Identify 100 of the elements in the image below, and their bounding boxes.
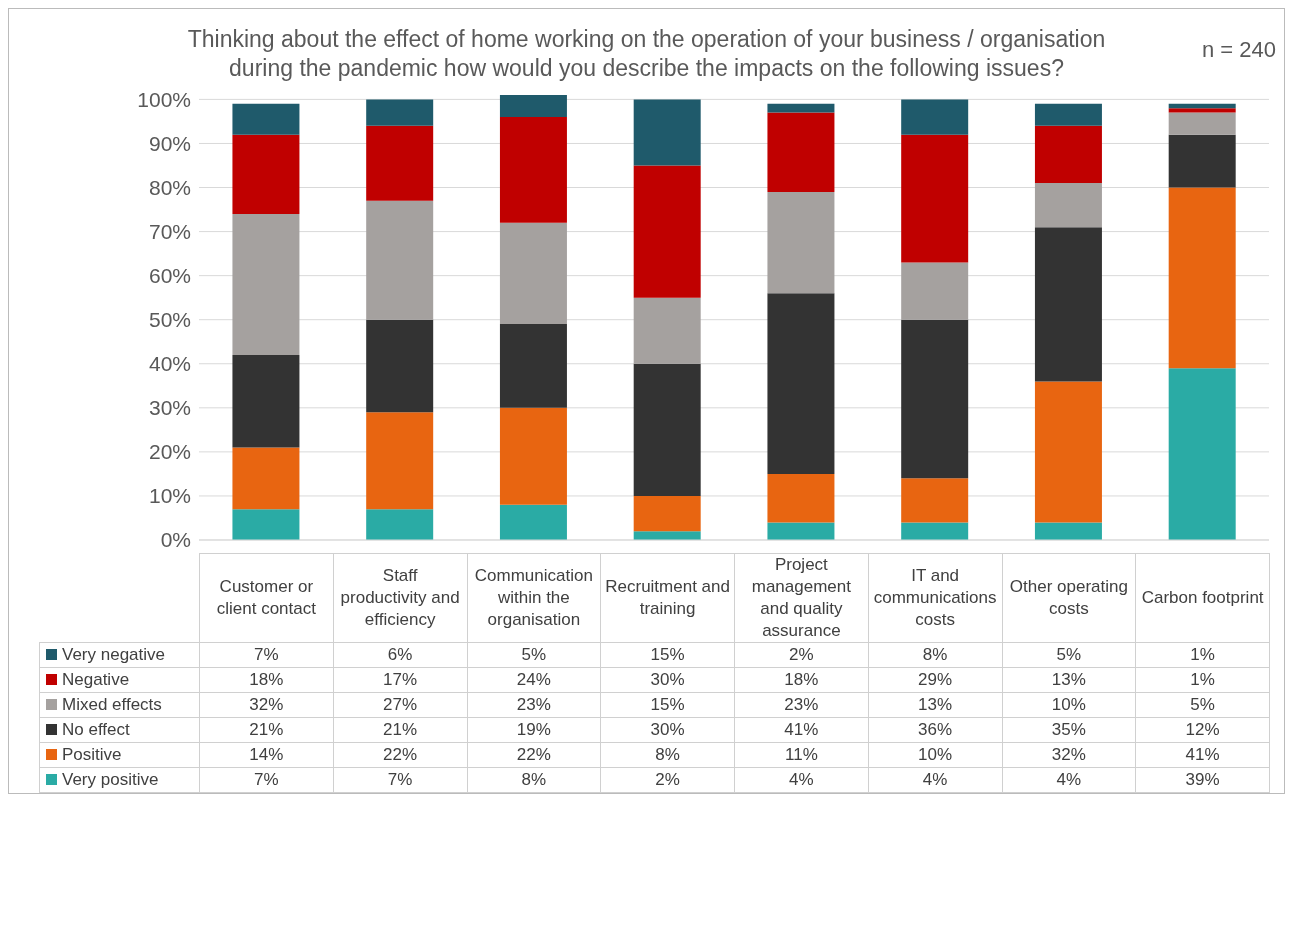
y-tick-label: 80% [148,175,191,199]
data-label: 11% [734,742,869,768]
bar [901,522,969,540]
y-tick-label: 70% [148,220,191,244]
data-label: 5% [1002,642,1136,668]
data-label: 21% [199,717,334,743]
y-tick-label: 0% [160,528,191,552]
data-label: 15% [600,692,735,718]
bar [232,447,300,510]
x-tick-label: Communication within the organisation [467,553,601,643]
data-label: 6% [333,642,467,668]
data-label: 4% [868,767,1002,793]
bar [1168,103,1236,109]
bar [1034,227,1102,382]
x-tick-label: Carbon footprint [1135,553,1270,643]
bar [366,412,434,510]
bar [1034,183,1102,228]
bar [901,319,969,479]
text: n = 240 [1201,37,1276,63]
legend-label: Very negative [39,642,200,668]
bar [499,324,567,408]
data-label: 23% [467,692,601,718]
y-tick-label: 20% [148,440,191,464]
data-label: 10% [868,742,1002,768]
data-label: 4% [734,767,869,793]
data-label: 21% [333,717,467,743]
x-tick-label: IT and communications costs [868,553,1002,643]
y-tick-label: 30% [148,396,191,420]
bar [767,191,835,294]
bar [232,354,300,448]
bar [499,95,567,118]
data-label: 36% [868,717,1002,743]
bar [366,319,434,413]
data-label: 24% [467,667,601,693]
bar [1168,134,1236,188]
bar [499,117,567,223]
data-label: 14% [199,742,334,768]
bar [232,509,300,540]
data-label: 19% [467,717,601,743]
bar [366,509,434,540]
data-label: 7% [199,767,334,793]
data-label: 1% [1135,667,1270,693]
bar [767,103,835,113]
bar [1168,368,1236,540]
bar [232,103,300,135]
bar [633,165,701,298]
data-label: 7% [333,767,467,793]
bar [901,262,969,320]
data-label: 18% [734,667,869,693]
x-tick-label: Staff productivity and efficiency [333,553,467,643]
x-tick-label: Customer or client contact [199,553,334,643]
data-label: 29% [868,667,1002,693]
data-label: 23% [734,692,869,718]
data-label: 22% [467,742,601,768]
legend-label: Negative [39,667,200,693]
y-tick-label: 50% [148,308,191,332]
bar [1168,108,1236,113]
data-label: 15% [600,642,735,668]
data-label: 22% [333,742,467,768]
bar [499,504,567,540]
x-tick-label: Project management and quality assurance [734,553,869,643]
legend-label: Very positive [39,767,200,793]
y-tick-label: 90% [148,131,191,155]
data-label: 4% [1002,767,1136,793]
bar [633,363,701,496]
data-label: 30% [600,667,735,693]
bar [767,293,835,474]
bar [767,522,835,540]
data-label: 8% [467,767,601,793]
y-tick-label: 60% [148,264,191,288]
data-label: 10% [1002,692,1136,718]
bar [901,134,969,263]
data-label: 13% [868,692,1002,718]
bar [232,213,300,355]
x-tick-label: Recruitment and training [600,553,735,643]
data-label: 32% [199,692,334,718]
data-label: 5% [1135,692,1270,718]
data-label: 17% [333,667,467,693]
bar [633,297,701,364]
data-label: 35% [1002,717,1136,743]
data-label: 18% [199,667,334,693]
bar [1034,522,1102,540]
data-label: 5% [467,642,601,668]
data-label: 8% [600,742,735,768]
data-label: 2% [600,767,735,793]
bar [366,125,434,201]
bar [499,222,567,325]
bar [633,531,701,540]
bar [499,407,567,505]
bar [767,112,835,192]
bar [1034,125,1102,184]
y-tick-label: 40% [148,352,191,376]
data-label: 1% [1135,642,1270,668]
bar [366,99,434,126]
y-tick-label: 10% [148,484,191,508]
legend-label: Mixed effects [39,692,200,718]
data-label: 32% [1002,742,1136,768]
data-label: 41% [1135,742,1270,768]
data-label: 2% [734,642,869,668]
bar [232,134,300,214]
